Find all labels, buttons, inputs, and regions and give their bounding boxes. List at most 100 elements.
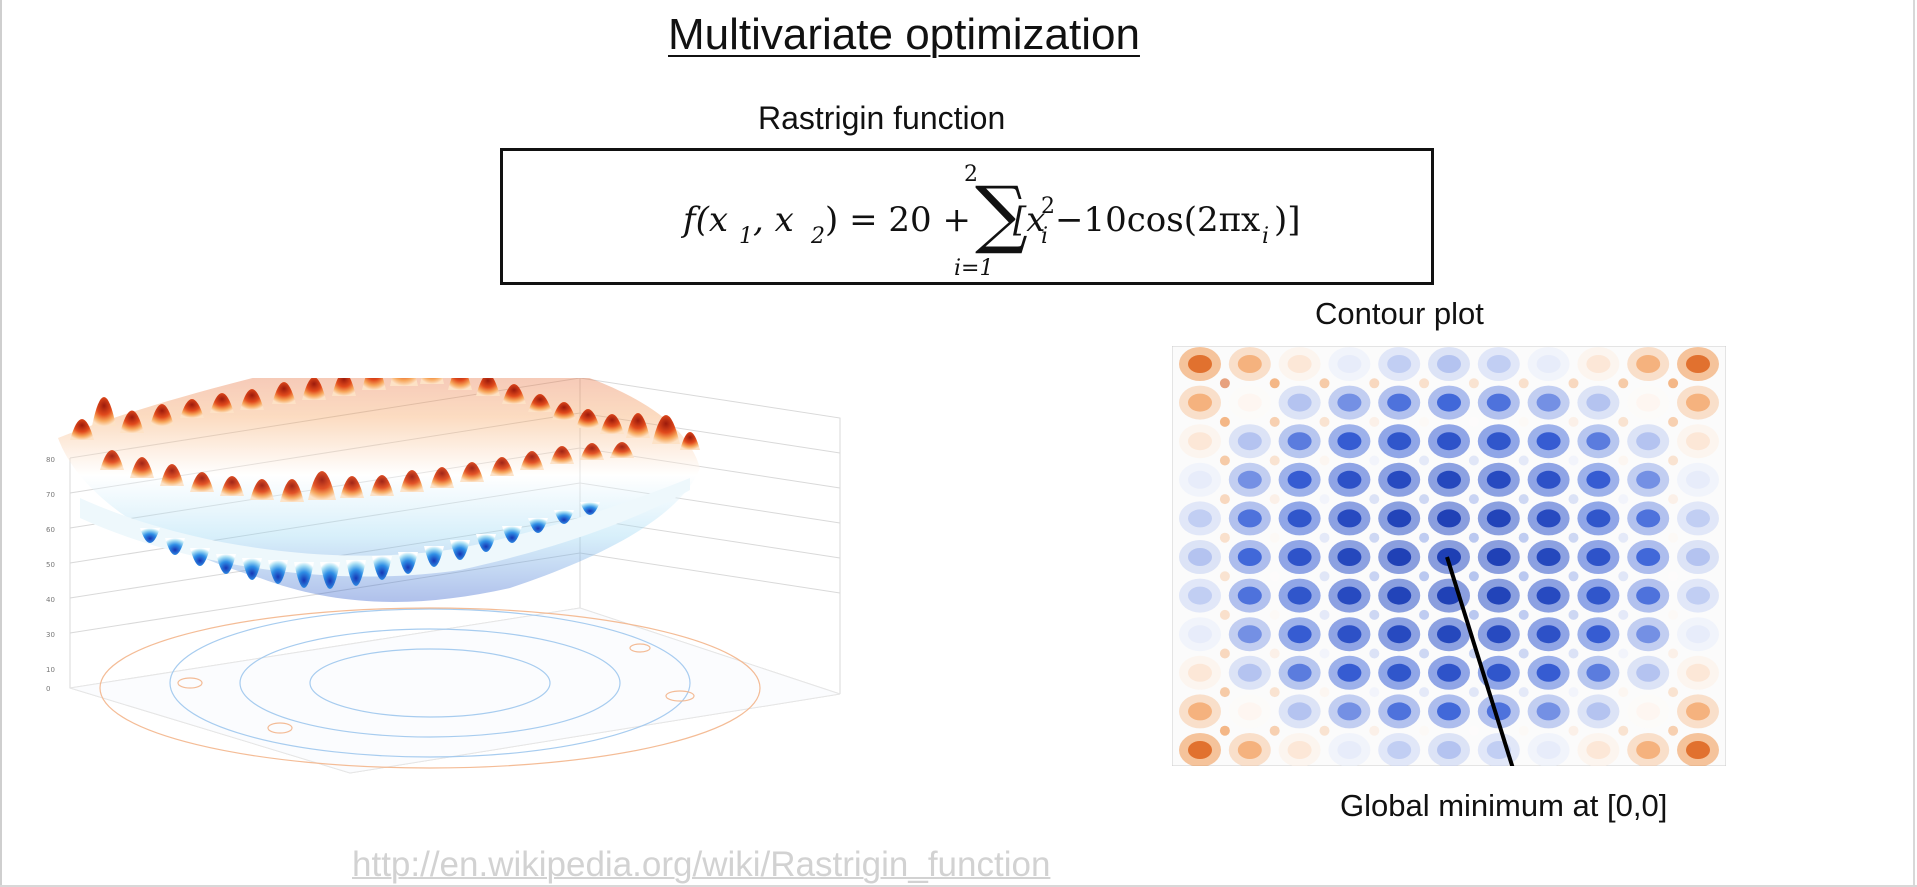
contour-blob xyxy=(1287,470,1312,489)
contour-saddle xyxy=(1369,532,1380,543)
contour-saddle xyxy=(1419,416,1430,427)
contour-blob xyxy=(1237,509,1262,528)
contour-blob xyxy=(1188,393,1212,412)
contour-saddle xyxy=(1269,687,1280,698)
contour-saddle xyxy=(1219,416,1230,427)
contour-blob xyxy=(1636,470,1661,489)
contour-blob xyxy=(1536,702,1561,721)
contour-blob xyxy=(1536,393,1561,412)
contour-blob xyxy=(1287,663,1312,682)
contour-blob xyxy=(1636,509,1661,528)
contour-blob xyxy=(1337,355,1362,373)
contour-blob xyxy=(1287,741,1312,759)
contour-saddle xyxy=(1369,455,1380,466)
contour-blob xyxy=(1536,586,1561,605)
contour-blob xyxy=(1337,548,1362,566)
contour-blob xyxy=(1387,741,1412,759)
contour-blob xyxy=(1437,393,1461,412)
contour-saddle xyxy=(1468,378,1479,389)
svg-text:80: 80 xyxy=(46,456,55,464)
contour-blob xyxy=(1586,393,1611,412)
contour-blob xyxy=(1686,586,1710,605)
contour-blob xyxy=(1188,470,1212,489)
contour-saddle xyxy=(1319,571,1330,582)
contour-blob xyxy=(1188,548,1212,566)
contour-saddle xyxy=(1369,571,1380,582)
contour-saddle xyxy=(1568,416,1579,427)
contour-saddle xyxy=(1618,416,1629,427)
contour-saddle xyxy=(1468,532,1479,543)
contour-blob xyxy=(1586,432,1611,451)
contour-saddle xyxy=(1518,494,1529,505)
contour-saddle xyxy=(1518,455,1529,466)
contour-blob xyxy=(1686,548,1710,566)
contour-blob xyxy=(1337,625,1362,644)
contour-saddle xyxy=(1568,455,1579,466)
contour-blob xyxy=(1237,663,1262,682)
eq-lhs: f(x xyxy=(680,200,728,240)
contour-blob xyxy=(1686,355,1710,373)
contour-blob xyxy=(1486,355,1511,373)
contour-saddle xyxy=(1668,494,1679,505)
contour-blob xyxy=(1237,548,1262,566)
surface-floor-contours xyxy=(69,607,841,774)
contour-saddle xyxy=(1618,494,1629,505)
contour-saddle xyxy=(1618,532,1629,543)
contour-blob xyxy=(1586,663,1611,682)
contour-blob xyxy=(1437,586,1461,605)
eq-equals: ) = 20 + xyxy=(825,200,971,240)
contour-saddle xyxy=(1369,378,1380,389)
rastrigin-equation: f(x 1 , x 2 ) = 20 + ∑ 2 i=1 [x i 2 −10c… xyxy=(680,162,1301,281)
contour-blob xyxy=(1536,741,1561,759)
contour-blob xyxy=(1536,470,1561,489)
source-link[interactable]: http://en.wikipedia.org/wiki/Rastrigin_f… xyxy=(352,845,1051,884)
contour-saddle xyxy=(1468,571,1479,582)
contour-saddle xyxy=(1668,609,1679,620)
contour-saddle xyxy=(1618,648,1629,659)
contour-saddle xyxy=(1269,609,1280,620)
svg-text:0: 0 xyxy=(46,685,50,693)
contour-saddle xyxy=(1369,609,1380,620)
contour-blob xyxy=(1337,741,1362,759)
contour-blob xyxy=(1188,432,1212,451)
sum-upper: 2 xyxy=(964,162,978,187)
eq-comma: , x xyxy=(753,200,794,240)
contour-blob xyxy=(1486,393,1511,412)
contour-saddle xyxy=(1518,532,1529,543)
contour-saddle xyxy=(1319,725,1330,736)
contour-blob xyxy=(1536,663,1561,682)
contour-blob xyxy=(1337,470,1362,489)
contour-blob xyxy=(1437,663,1461,682)
global-minimum-label: Global minimum at [0,0] xyxy=(1340,788,1668,823)
contour-saddle xyxy=(1468,416,1479,427)
contour-blob xyxy=(1586,586,1611,605)
contour-blob xyxy=(1636,741,1661,759)
contour-saddle xyxy=(1319,532,1330,543)
contour-blob xyxy=(1437,509,1461,528)
contour-saddle xyxy=(1568,378,1579,389)
contour-blob xyxy=(1337,663,1362,682)
contour-blob xyxy=(1287,393,1312,412)
contour-blob xyxy=(1636,586,1661,605)
contour-saddle xyxy=(1518,416,1529,427)
contour-saddle xyxy=(1668,378,1679,389)
contour-blob xyxy=(1686,470,1710,489)
contour-blob xyxy=(1337,432,1362,451)
slide-border-bottom xyxy=(0,885,1917,887)
rastrigin-surface-plot: 80 70 60 50 40 30 10 0 xyxy=(46,378,841,774)
contour-saddle xyxy=(1219,648,1230,659)
contour-saddle xyxy=(1219,532,1230,543)
contour-blob xyxy=(1536,509,1561,528)
contour-blob xyxy=(1486,625,1511,644)
contour-blob xyxy=(1437,355,1461,373)
contour-saddle xyxy=(1568,687,1579,698)
contour-blob xyxy=(1387,586,1412,605)
contour-saddle xyxy=(1419,725,1430,736)
contour-blob xyxy=(1287,432,1312,451)
contour-saddle xyxy=(1269,416,1280,427)
contour-blob xyxy=(1188,702,1212,721)
contour-blob xyxy=(1636,702,1661,721)
contour-saddle xyxy=(1219,687,1230,698)
contour-saddle xyxy=(1319,416,1330,427)
contour-blob xyxy=(1237,586,1262,605)
